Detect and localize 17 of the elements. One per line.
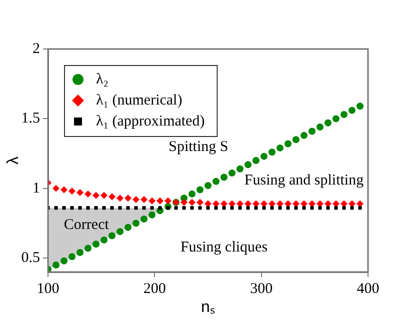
annotation: Fusing and splitting [244, 172, 364, 189]
x-axis-title: nₛ [201, 298, 215, 316]
y-tick-label: 1 [32, 180, 40, 196]
legend-label: λ₁ (approximated) [96, 113, 205, 130]
annotation: Fusing cliques [180, 239, 268, 256]
legend-label: λ₂ [96, 71, 109, 88]
y-tick-label: 2 [32, 40, 40, 57]
x-tick-label: 200 [143, 280, 166, 297]
x-tick-label: 300 [250, 280, 273, 297]
x-tick-label: 400 [356, 280, 380, 297]
y-tick-label: 1.5 [21, 110, 40, 127]
annotation: Spitting S [168, 139, 228, 156]
y-tick-label: 0.5 [21, 250, 40, 266]
x-tick-label: 100 [36, 280, 60, 297]
annotation: Correct [64, 217, 110, 234]
y-axis-title: λ [5, 156, 22, 164]
legend-label: λ₁ (numerical) [96, 92, 182, 108]
